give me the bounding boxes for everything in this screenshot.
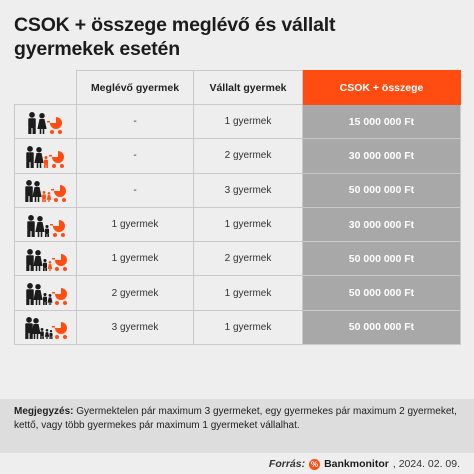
csok-amount-cell: 50 000 000 Ft <box>302 275 461 311</box>
family-three-kids-icon <box>24 180 66 203</box>
existing-children-cell: 1 gyermek <box>76 206 194 243</box>
committed-children-cell: 2 gyermek <box>193 241 303 277</box>
table-row: -1 gyermek 15 000 000 Ft <box>14 103 461 140</box>
source-date: , 2024. 02. 09. <box>392 458 460 470</box>
table-row: 3 gyermek 1 gyermek 50 000 000 Ft <box>14 309 461 346</box>
csok-table: Meglévő gyermek Vállalt gyermek CSOK + ö… <box>14 70 461 346</box>
family-icon-cell <box>14 138 77 174</box>
table-header-row: Meglévő gyermek Vállalt gyermek CSOK + ö… <box>14 70 461 105</box>
family-icon-cell <box>14 241 77 277</box>
header-existing-children: Meglévő gyermek <box>76 70 194 105</box>
brand-name: Bankmonitor <box>324 458 389 470</box>
note-box: Megjegyzés: Gyermektelen pár maximum 3 g… <box>0 399 474 453</box>
family-icon-cell <box>14 103 77 140</box>
committed-children-cell: 1 gyermek <box>193 309 303 346</box>
committed-children-cell: 1 gyermek <box>193 275 303 311</box>
title-line-2: gyermekek esetén <box>14 38 180 60</box>
committed-children-cell: 1 gyermek <box>193 103 303 140</box>
csok-amount-cell: 50 000 000 Ft <box>302 309 461 346</box>
family-icon-cell <box>14 172 77 208</box>
table-row: -3 gyermek 50 000 000 Ft <box>14 172 461 208</box>
committed-children-cell: 3 gyermek <box>193 172 303 208</box>
header-committed-children: Vállalt gyermek <box>193 70 303 105</box>
existing-children-cell: 3 gyermek <box>76 309 194 346</box>
note-text: Gyermektelen pár maximum 3 gyermeket, eg… <box>14 406 457 431</box>
family-two-kids-icon <box>25 145 64 168</box>
header-icon-column <box>14 70 77 105</box>
csok-amount-cell: 50 000 000 Ft <box>302 172 461 208</box>
csok-amount-cell: 15 000 000 Ft <box>302 103 461 140</box>
existing-children-cell: - <box>76 172 194 208</box>
existing-children-cell: 1 gyermek <box>76 241 194 277</box>
family-icon-cell <box>14 275 77 311</box>
header-csok-amount: CSOK + összege <box>302 70 461 105</box>
source-footer: Forrás: % Bankmonitor , 2024. 02. 09. <box>269 454 460 474</box>
family-one-child-icon <box>26 214 65 237</box>
table-row: 1 gyermek 1 gyermek 30 000 000 Ft <box>14 206 461 243</box>
table-row: 1 gyermek 2 gyermek 50 000 000 Ft <box>14 241 461 277</box>
table-row: -2 gyermek 30 000 000 Ft <box>14 138 461 174</box>
existing-children-cell: - <box>76 103 194 140</box>
csok-amount-cell: 50 000 000 Ft <box>302 241 461 277</box>
title-line-1: CSOK + összege meglévő és vállalt <box>14 14 336 36</box>
couple-with-stroller-icon <box>27 111 62 134</box>
table-row: 2 gyermek 1 gyermek 50 000 000 Ft <box>14 275 461 311</box>
family-two-children-icon <box>25 283 67 306</box>
family-icon-cell <box>14 206 77 243</box>
family-icon-cell <box>14 309 77 346</box>
note-label: Megjegyzés: <box>14 406 74 417</box>
family-one-child-two-more-icon <box>25 248 67 271</box>
committed-children-cell: 2 gyermek <box>193 138 303 174</box>
bankmonitor-logo-icon: % <box>309 458 321 470</box>
csok-amount-cell: 30 000 000 Ft <box>302 138 461 174</box>
page-title: CSOK + összege meglévő és vállalt gyerme… <box>14 13 464 61</box>
source-label: Forrás: <box>268 458 306 470</box>
note-paragraph: Megjegyzés: Gyermektelen pár maximum 3 g… <box>0 399 474 432</box>
committed-children-cell: 1 gyermek <box>193 206 303 243</box>
existing-children-cell: - <box>76 138 194 174</box>
existing-children-cell: 2 gyermek <box>76 275 194 311</box>
csok-amount-cell: 30 000 000 Ft <box>302 206 461 243</box>
family-three-children-icon <box>24 317 67 340</box>
